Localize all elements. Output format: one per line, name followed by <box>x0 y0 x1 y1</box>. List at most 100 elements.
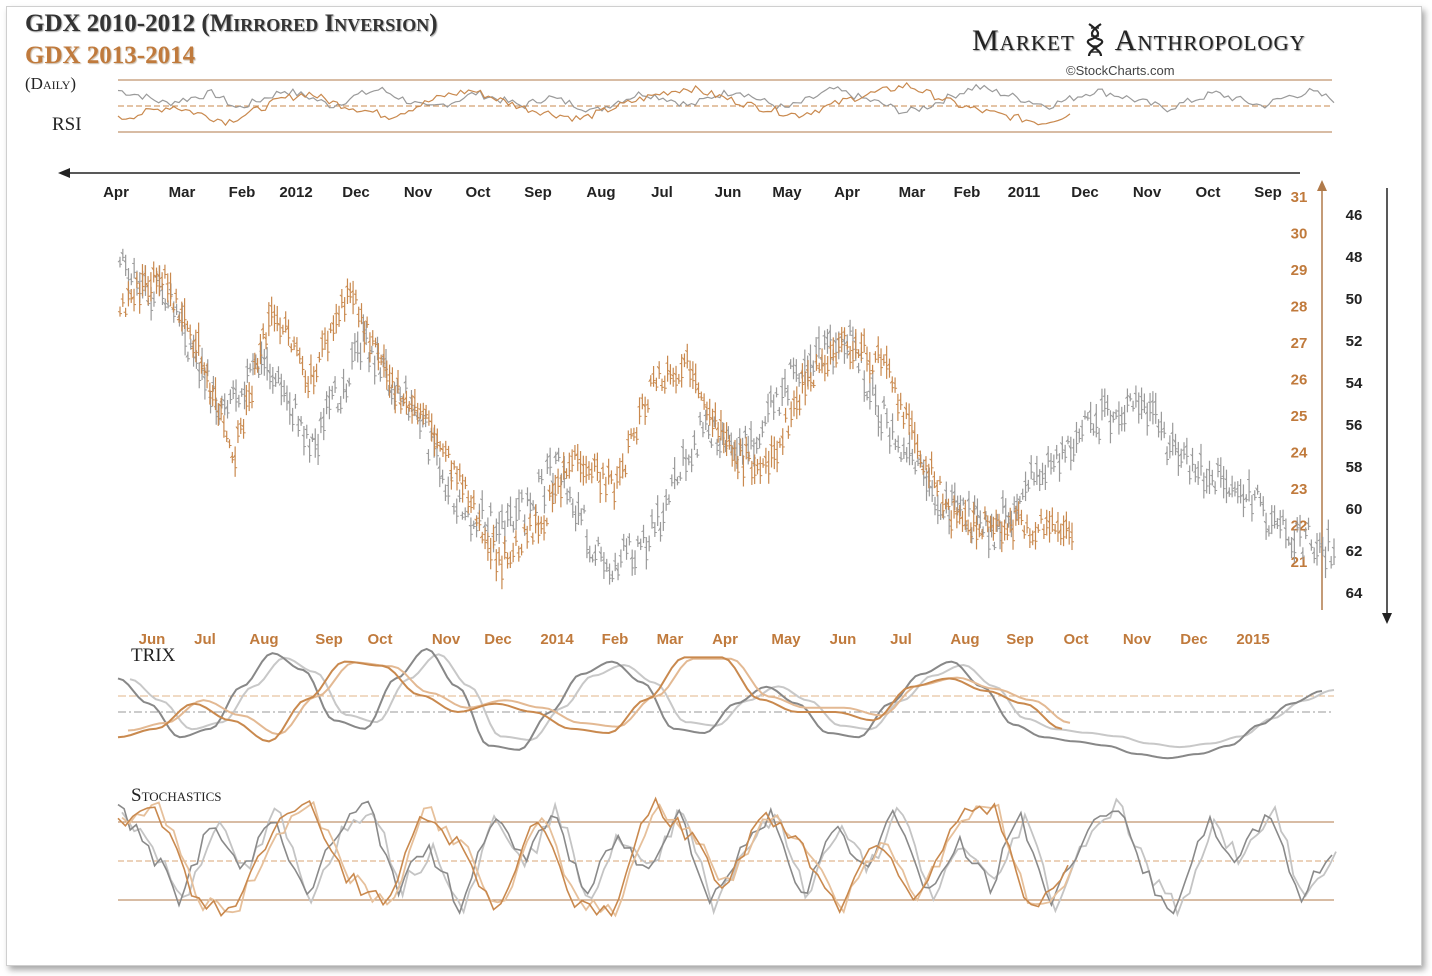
gdx-2010-2012-open-tick <box>655 503 659 506</box>
gdx-2013-2014-open-tick <box>190 347 194 350</box>
gdx-2013-2014-open-tick <box>912 431 915 434</box>
gdx-2010-2012-open-tick <box>117 259 121 263</box>
gdx-2010-2012-open-tick <box>785 390 789 393</box>
gdx-2010-2012-open-tick <box>1125 396 1128 399</box>
gdx-2010-2012-open-tick <box>805 364 808 367</box>
gdx-2010-2012-open-tick <box>488 505 491 508</box>
gdx-2013-2014-open-tick <box>951 500 955 503</box>
gdx-2010-2012-open-tick <box>666 497 670 500</box>
gdx-2010-2012-open-tick <box>468 524 472 527</box>
gdx-2010-2012-open-tick <box>1000 496 1004 499</box>
gdx-2013-2014-open-tick <box>437 444 441 447</box>
gdx-2010-2012-open-tick <box>1331 546 1335 549</box>
gdx-2013-2014-open-tick <box>600 466 604 470</box>
gdx-2010-2012-open-tick <box>544 459 548 463</box>
gdx-2010-2012-open-tick <box>1308 542 1312 547</box>
gdx-2013-2014-open-tick <box>232 454 236 459</box>
up-arrow-icon <box>1317 180 1327 191</box>
gdx-2010-2012-open-tick <box>649 515 653 517</box>
gdx-2010-2012-open-tick <box>658 527 661 532</box>
gdx-2010-2012-open-tick <box>825 336 828 340</box>
gdx-2010-2012-open-tick <box>757 437 760 441</box>
gdx-2013-2014-open-tick <box>1047 520 1050 524</box>
gdx-2013-2014-open-tick <box>735 462 738 465</box>
gdx-2010-2012-open-tick <box>1045 452 1049 456</box>
gdx-2010-2012-open-tick <box>873 393 876 396</box>
gdx-2010-2012-open-tick <box>864 394 868 397</box>
gdx-2013-2014-open-tick <box>188 330 191 332</box>
gdx-2010-2012-open-tick <box>1096 432 1100 435</box>
gdx-2013-2014-open-tick <box>637 405 640 408</box>
gdx-2013-2014-open-tick <box>440 448 444 451</box>
gdx-2010-2012-open-tick <box>1147 401 1151 404</box>
gdx-2013-2014-open-tick <box>898 399 901 401</box>
gdx-2010-2012-open-tick <box>782 377 786 380</box>
gdx-2010-2012-open-tick <box>1108 420 1111 423</box>
gdx-2013-2014-open-tick <box>943 502 946 506</box>
gdx-2013-2014-open-tick <box>642 404 646 408</box>
price-scale-2010-2012-tick: 56 <box>1346 417 1363 434</box>
price-scale-2010-2012-tick: 52 <box>1346 333 1363 350</box>
gdx-2010-2012-open-tick <box>958 502 961 505</box>
gdx-2013-2014-open-tick <box>406 403 410 407</box>
gdx-2013-2014-open-tick <box>468 501 472 503</box>
gdx-2013-2014-open-tick <box>339 294 343 298</box>
gdx-2010-2012-open-tick <box>542 495 545 497</box>
gdx-2013-2014-open-tick <box>505 556 508 560</box>
gdx-2010-2012-open-tick <box>975 505 978 510</box>
gdx-2010-2012-open-tick <box>409 396 412 400</box>
gdx-2013-2014-open-tick <box>707 407 710 410</box>
gdx-2013-2014-open-tick <box>903 406 907 411</box>
gdx-2010-2012-open-tick <box>929 485 933 489</box>
gdx-2013-2014-open-tick <box>519 546 522 550</box>
gdx-2013-2014-open-tick <box>668 369 671 373</box>
price-scale-2010-2012-tick: 46 <box>1346 207 1363 224</box>
gdx-2010-2012-open-tick <box>420 418 424 422</box>
gdx-2013-2014-open-tick <box>802 381 806 385</box>
gdx-2013-2014-open-tick <box>336 312 340 316</box>
gdx-2010-2012-open-tick <box>1034 462 1038 465</box>
gdx-2010-2012-open-tick <box>547 454 551 458</box>
price-scale-2013-2014-tick: 29 <box>1291 262 1308 279</box>
top-axis-tick: Nov <box>1133 184 1162 201</box>
gdx-2013-2014-open-tick <box>140 273 143 275</box>
gdx-2013-2014-open-tick <box>126 287 129 292</box>
gdx-2013-2014-open-tick <box>513 535 517 539</box>
gdx-2010-2012-open-tick <box>1241 493 1244 497</box>
gdx-2013-2014-open-tick <box>260 327 264 331</box>
gdx-2013-2014-open-tick <box>415 409 418 412</box>
gdx-2013-2014-open-tick <box>134 277 137 279</box>
stockcharts-credit: ©StockCharts.com <box>1066 63 1175 78</box>
gdx-2013-2014-open-tick <box>378 357 382 360</box>
gdx-2013-2014-open-tick <box>654 381 657 385</box>
gdx-2013-2014-open-tick <box>283 316 287 319</box>
gdx-2013-2014-open-tick <box>145 283 149 288</box>
gdx-2010-2012-open-tick <box>443 490 446 492</box>
gdx-2010-2012-open-tick <box>570 502 573 505</box>
bottom-axis-tick: Nov <box>432 631 461 648</box>
gdx-2010-2012-open-tick <box>992 544 995 548</box>
gdx-2010-2012-open-tick <box>335 405 339 409</box>
gdx-2010-2012-open-tick <box>304 428 307 431</box>
gdx-2010-2012-open-tick <box>165 302 169 306</box>
top-axis-tick: 2011 <box>1008 184 1041 201</box>
gdx-2010-2012-open-tick <box>1091 428 1094 431</box>
gdx-2013-2014-open-tick <box>867 359 871 363</box>
gdx-2010-2012-open-tick <box>827 329 831 335</box>
gdx-2010-2012-open-tick <box>1266 528 1270 532</box>
gdx-2013-2014-open-tick <box>294 342 298 345</box>
gdx-2013-2014-open-tick <box>432 433 435 437</box>
gdx-2010-2012-open-tick <box>247 367 251 370</box>
gdx-2010-2012-open-tick <box>660 510 664 514</box>
gdx-2010-2012-open-tick <box>482 524 486 529</box>
top-axis-tick: Mar <box>169 184 196 201</box>
gdx-2010-2012-open-tick <box>943 489 947 492</box>
gdx-2013-2014-open-tick <box>758 463 761 465</box>
gdx-2010-2012-open-tick <box>298 418 302 423</box>
gdx-2010-2012-open-tick <box>1040 470 1043 473</box>
gdx-2013-2014-open-tick <box>676 377 680 380</box>
gdx-2010-2012-open-tick <box>1085 417 1088 419</box>
gdx-2013-2014-open-tick <box>948 518 952 522</box>
gdx-2013-2014-open-tick <box>988 520 991 524</box>
gdx-2013-2014-open-tick <box>985 519 989 522</box>
